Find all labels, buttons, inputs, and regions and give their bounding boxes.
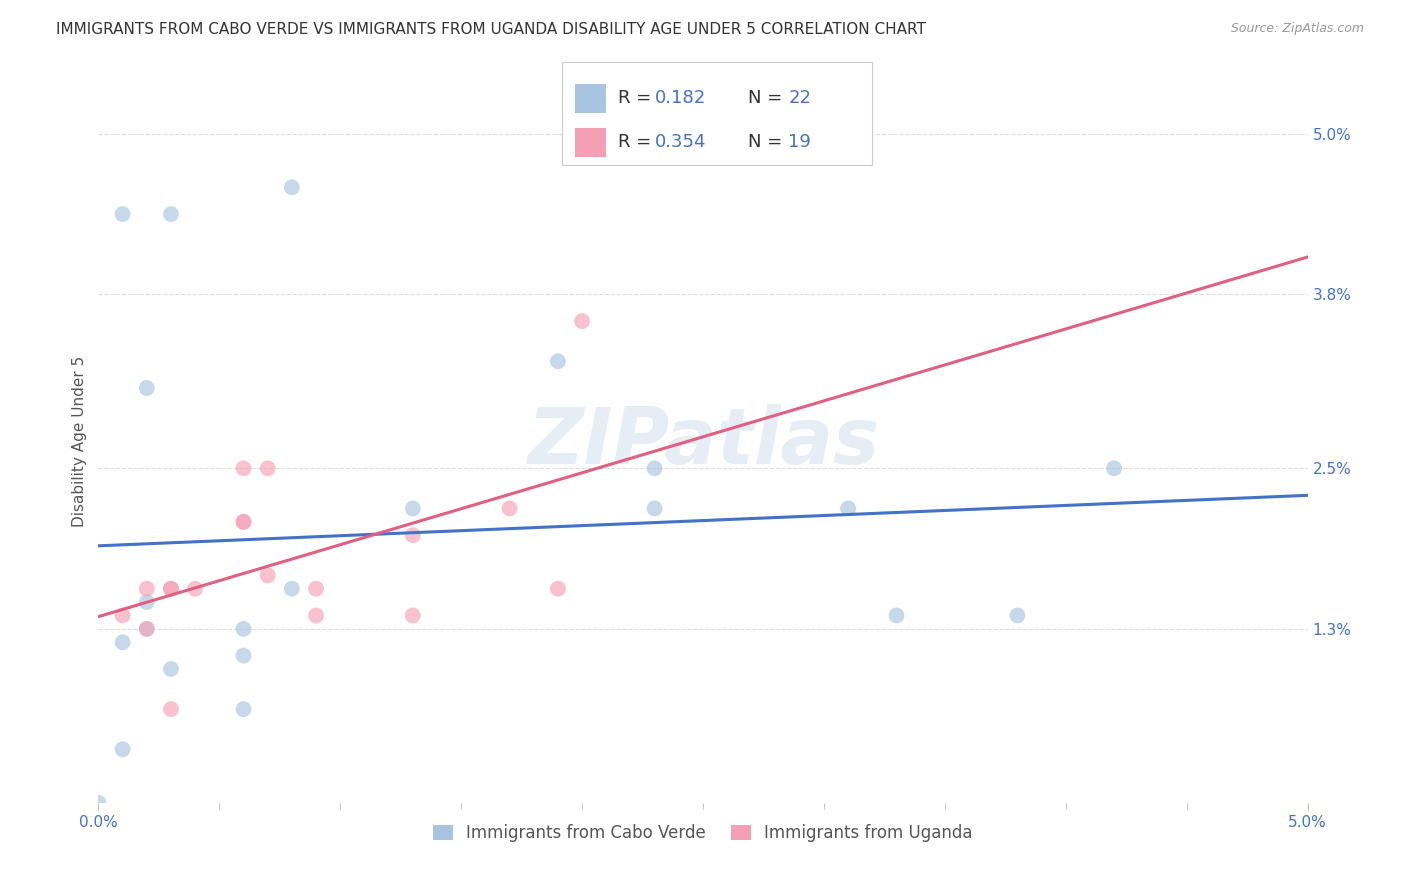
- Point: [111, 207, 134, 221]
- Point: [232, 622, 254, 636]
- Text: N =: N =: [748, 89, 787, 107]
- Bar: [575, 84, 606, 112]
- Point: [837, 501, 859, 516]
- Point: [160, 582, 183, 596]
- Legend: Immigrants from Cabo Verde, Immigrants from Uganda: Immigrants from Cabo Verde, Immigrants f…: [426, 817, 980, 848]
- Point: [547, 354, 569, 368]
- Point: [232, 515, 254, 529]
- Text: R =: R =: [619, 134, 657, 152]
- Point: [160, 207, 183, 221]
- Y-axis label: Disability Age Under 5: Disability Age Under 5: [72, 356, 87, 527]
- Point: [644, 501, 666, 516]
- Point: [160, 582, 183, 596]
- Point: [135, 622, 157, 636]
- Point: [87, 796, 110, 810]
- Point: [305, 608, 328, 623]
- Point: [111, 608, 134, 623]
- Text: N =: N =: [748, 134, 787, 152]
- Point: [1102, 461, 1125, 475]
- Point: [402, 528, 425, 542]
- Text: 0.182: 0.182: [655, 89, 706, 107]
- Point: [160, 662, 183, 676]
- Point: [547, 582, 569, 596]
- Point: [402, 608, 425, 623]
- Text: IMMIGRANTS FROM CABO VERDE VS IMMIGRANTS FROM UGANDA DISABILITY AGE UNDER 5 CORR: IMMIGRANTS FROM CABO VERDE VS IMMIGRANTS…: [56, 22, 927, 37]
- Point: [160, 702, 183, 716]
- Text: 22: 22: [789, 89, 811, 107]
- Point: [305, 582, 328, 596]
- Point: [498, 501, 520, 516]
- Point: [111, 635, 134, 649]
- Point: [232, 515, 254, 529]
- Point: [256, 568, 278, 582]
- Bar: [575, 128, 606, 157]
- Text: Source: ZipAtlas.com: Source: ZipAtlas.com: [1230, 22, 1364, 36]
- Point: [886, 608, 908, 623]
- Point: [571, 314, 593, 328]
- Text: ZIPatlas: ZIPatlas: [527, 403, 879, 480]
- Point: [135, 582, 157, 596]
- Text: R =: R =: [619, 89, 657, 107]
- Point: [644, 461, 666, 475]
- Point: [402, 501, 425, 516]
- Point: [184, 582, 207, 596]
- Point: [135, 622, 157, 636]
- Text: 19: 19: [789, 134, 811, 152]
- Point: [232, 461, 254, 475]
- Point: [281, 180, 304, 194]
- Point: [232, 648, 254, 663]
- Point: [111, 742, 134, 756]
- Point: [281, 582, 304, 596]
- Point: [232, 702, 254, 716]
- Text: 0.354: 0.354: [655, 134, 707, 152]
- Point: [256, 461, 278, 475]
- Point: [135, 381, 157, 395]
- Point: [1007, 608, 1029, 623]
- Point: [135, 595, 157, 609]
